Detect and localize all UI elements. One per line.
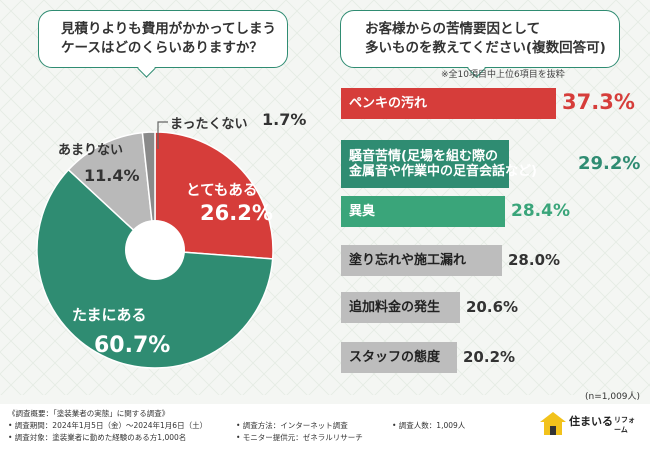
pie-label-tamaniaru: たまにある	[72, 306, 147, 324]
bar-label-line-3-0: 塗り忘れや施工漏れ	[349, 253, 467, 268]
bar-label-line-4-0: 追加料金の発生	[349, 300, 441, 315]
bar-1: 騒音苦情(足場を組む際の 金属音や作業中の足音会話など)	[341, 140, 537, 188]
company-logo: 住まいる リフォーム	[538, 409, 638, 439]
bar-value-3: 28.0%	[508, 251, 561, 270]
bar-4: 追加料金の発生	[341, 292, 460, 323]
pie-center-hole	[125, 220, 185, 280]
footer-provider: • モニター提供元：ゼネラルリサーチ	[236, 433, 363, 442]
question-1-line-2: ケースはどのくらいありますか？	[61, 40, 263, 56]
bar-label-line-5-0: スタッフの態度	[349, 350, 441, 365]
pie-label-mattakunai: まったくない	[170, 117, 248, 132]
bar-value-5: 20.2%	[463, 348, 516, 367]
bar-label-2: 異臭	[349, 196, 375, 227]
logo-sub: リフォーム	[614, 416, 635, 434]
bar-label-0: ペンキの汚れ	[349, 88, 427, 119]
bar-value-4: 20.6%	[466, 298, 519, 317]
bar-label-line-1-1: 金属音や作業中の足音会話など)	[349, 164, 537, 179]
logo-text: 住まいる	[569, 415, 613, 428]
pie-value-mattakunai: 1.7%	[262, 110, 307, 129]
bar-label-4: 追加料金の発生	[349, 292, 440, 323]
pie-slice-0	[154, 131, 274, 260]
bar-value-1: 29.2%	[578, 152, 641, 174]
bar-2: 異臭	[341, 196, 505, 227]
house-icon	[540, 412, 566, 435]
footer-period: • 調査期間：2024年1月5日（金）〜2024年1月6日（土）	[8, 421, 208, 430]
survey-footer: 《調査概要：「塗装業者の実態」に関する調査》 • 調査期間：2024年1月5日（…	[0, 404, 650, 450]
bar-label-5: スタッフの態度	[349, 342, 440, 373]
bar-5: スタッフの態度	[341, 342, 457, 373]
pie-value-tamaniaru: 60.7%	[94, 333, 171, 358]
question-1-bubble: 見積りよりも費用がかかってしまう ケースはどのくらいありますか？	[38, 10, 288, 68]
pie-label-amarinai: あまりない	[58, 143, 124, 158]
question-2-bubble: お客様からの苦情要因として 多いものを教えてください(複数回答可)	[340, 10, 620, 68]
bar-label-line-1-0: 騒音苦情(足場を組む際の	[349, 149, 498, 164]
bar-label-line-0-0: ペンキの汚れ	[349, 96, 428, 111]
pie-value-amarinai: 11.4%	[84, 166, 140, 185]
pie-chart	[36, 121, 274, 369]
bar-3: 塗り忘れや施工漏れ	[341, 245, 502, 276]
bar-value-0: 37.3%	[562, 90, 635, 115]
pie-label-totemoaru: とてもある	[186, 183, 258, 199]
footer-method: • 調査方法：インターネット調査	[236, 421, 348, 430]
pie-value-totemoaru: 26.2%	[200, 201, 273, 225]
footer-overview: 《調査概要：「塗装業者の実態」に関する調査》	[8, 409, 170, 418]
sample-size: (n=1,009人)	[585, 392, 641, 402]
footer-count: • 調査人数：1,009人	[392, 421, 466, 430]
bar-label-1: 騒音苦情(足場を組む際の 金属音や作業中の足音会話など)	[349, 140, 537, 188]
pie-leader-line	[157, 121, 168, 149]
bar-value-2: 28.4%	[511, 200, 570, 221]
bar-label-line-2-0: 異臭	[349, 204, 376, 219]
bar-0: ペンキの汚れ	[341, 88, 556, 119]
question-1-line-1: 見積りよりも費用がかかってしまう	[61, 21, 277, 37]
pie-slice-2	[67, 131, 156, 252]
question-2-line-1: お客様からの苦情要因として	[365, 21, 541, 37]
question-2-line-2: 多いものを教えてください(複数回答可)	[365, 40, 606, 56]
bar-label-3: 塗り忘れや施工漏れ	[349, 245, 466, 276]
footer-target: • 調査対象：塗装業者に勤めた経験のある方1,000名	[8, 433, 187, 442]
selection-note: ※全10項目中上位6項目を抜粋	[441, 70, 565, 80]
